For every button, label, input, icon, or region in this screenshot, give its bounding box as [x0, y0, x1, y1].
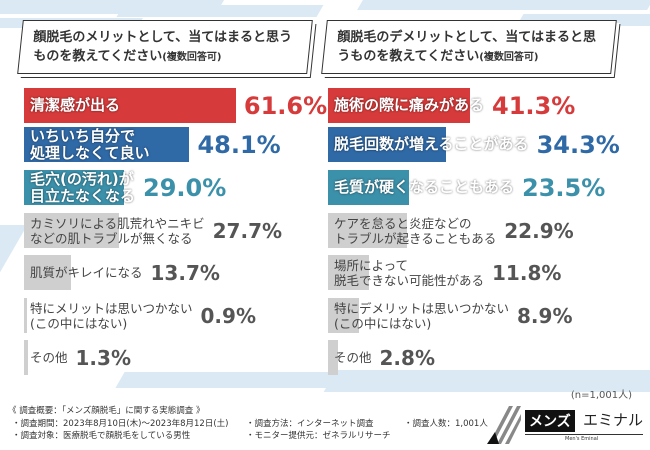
bar-value-label: 48.1%	[197, 130, 281, 159]
bar-value-label: 61.6%	[243, 91, 328, 120]
demerit-chart-title-box: 顔脱毛のデメリットとして、当てはまると思うものを教えてください(複数回答可)	[321, 20, 617, 74]
bar	[328, 88, 471, 123]
bar-category-label: 場所によって 脱毛できない可能性がある	[334, 257, 485, 288]
bar-value-label: 27.7%	[212, 218, 283, 243]
logo-text-mens: メンズ	[525, 410, 575, 432]
bar-row: 特にデメリットは思いつかない (この中にはない) 8.9%	[328, 298, 572, 333]
bar	[328, 340, 338, 375]
demerit-chart-panel: 顔脱毛のデメリットとして、当てはまると思うものを教えてください(複数回答可) 施…	[304, 0, 629, 380]
bar-value-label: 34.3%	[536, 130, 620, 159]
bar-value-label: 2.8%	[379, 345, 435, 370]
merit-chart-panel: 顔脱毛のメリットとして、当てはまると思うものを教えてください(複数回答可) 清潔…	[0, 0, 327, 380]
bar	[328, 213, 407, 248]
bar-category-label: 毛質が硬くなることもある	[334, 178, 515, 196]
survey-provider: ・モニター提供元：ゼネラルリサーチ	[246, 431, 391, 441]
logo-mark-icon	[487, 406, 521, 444]
bar-value-label: 1.3%	[75, 345, 131, 370]
merit-chart-title-note: (複数回答可)	[162, 52, 222, 63]
bar-value-label: 8.9%	[517, 303, 573, 328]
bar-value-label: 29.0%	[143, 173, 227, 202]
bar-category-label: 特にデメリットは思いつかない (この中にはない)	[334, 300, 510, 331]
bar-category-label: その他	[334, 350, 372, 365]
bar-row: 特にメリットは思いつかない (この中にはない) 0.9%	[24, 298, 256, 333]
logo-subtext: Men's Eminal	[565, 436, 599, 442]
bar	[24, 127, 190, 162]
bar-row: その他 2.8%	[328, 340, 435, 375]
bar	[24, 298, 28, 333]
bar	[24, 255, 72, 290]
bar-category-label: 肌質がキレイになる	[30, 265, 143, 280]
bar	[24, 340, 29, 375]
survey-heading: 《 調査概要：「メンズ顔脱毛」に関する実態調査 》	[8, 406, 205, 416]
sample-size: (n=1,001人)	[570, 390, 632, 401]
bar	[328, 170, 409, 205]
bar-value-label: 22.9%	[504, 218, 574, 243]
bar-category-label: 脱毛回数が増えることがある	[334, 135, 529, 153]
bar-row: 肌質がキレイになる 13.7%	[24, 255, 220, 290]
bar-row: ケアを怠ると炎症などの トラブルが起きることもある 22.9%	[328, 213, 574, 248]
logo-text-eminal: エミナル	[583, 411, 644, 429]
bar-value-label: 41.3%	[492, 91, 576, 120]
bar	[328, 127, 446, 162]
survey-count: ・調査人数：1,001人	[404, 419, 488, 429]
bar-category-label: いちいち自分で 処理しなくて良い	[30, 126, 150, 162]
bar-row: 場所によって 脱毛できない可能性がある 11.8%	[328, 255, 561, 290]
bar-value-label: 23.5%	[522, 173, 606, 202]
bar-row: 施術の際に痛みがある 41.3%	[328, 88, 575, 123]
survey-period: ・調査期間：2023年8月10日(木)～2023年8月12日(土)	[12, 419, 229, 429]
bar-value-label: 0.9%	[200, 303, 256, 328]
survey-target: ・調査対象：医療脱毛で顔脱毛をしている男性	[12, 431, 191, 441]
bar-value-label: 11.8%	[492, 260, 562, 285]
bar	[24, 88, 236, 123]
bar-row: その他 1.3%	[24, 340, 131, 375]
bar	[328, 255, 369, 290]
bar-row: 脱毛回数が増えることがある 34.3%	[328, 127, 620, 162]
bar-category-label: 毛穴(の汚れ)が 目立たなくなる	[30, 169, 136, 205]
bar-category-label: 施術の際に痛みがある	[334, 96, 485, 114]
bar	[24, 213, 120, 248]
demerit-chart-title: 顔脱毛のデメリットとして、当てはまると思うものを教えてください	[337, 30, 597, 64]
bar-row: 清潔感が出る 61.6%	[24, 88, 327, 123]
bar	[24, 170, 124, 205]
bar-value-label: 13.7%	[150, 260, 220, 285]
bar-category-label: 特にメリットは思いつかない (この中にはない)	[30, 300, 193, 331]
bar-category-label: カミソリによる肌荒れやニキビ などの肌トラブルが無くなる	[30, 215, 205, 246]
merit-chart-title-box: 顔脱毛のメリットとして、当てはまると思うものを教えてください(複数回答可)	[17, 20, 313, 74]
bar-category-label: その他	[30, 350, 68, 365]
survey-method: ・調査方法：インターネット調査	[246, 419, 374, 429]
bar	[328, 298, 359, 333]
bar-row: 毛質が硬くなることもある 23.5%	[328, 170, 605, 205]
bar-row: カミソリによる肌荒れやニキビ などの肌トラブルが無くなる 27.7%	[24, 213, 282, 248]
bar-row: 毛穴(の汚れ)が 目立たなくなる 29.0%	[24, 170, 226, 205]
mens-eminal-logo: メンズ エミナル Men's Eminal	[485, 404, 645, 446]
bar-category-label: ケアを怠ると炎症などの トラブルが起きることもある	[334, 215, 497, 246]
bar-category-label: 清潔感が出る	[30, 96, 121, 114]
survey-footer: 《 調査概要：「メンズ顔脱毛」に関する実態調査 》 ・調査期間：2023年8月1…	[8, 405, 488, 441]
bar-row: いちいち自分で 処理しなくて良い 48.1%	[24, 127, 281, 162]
demerit-chart-title-note: (複数回答可)	[479, 52, 539, 63]
